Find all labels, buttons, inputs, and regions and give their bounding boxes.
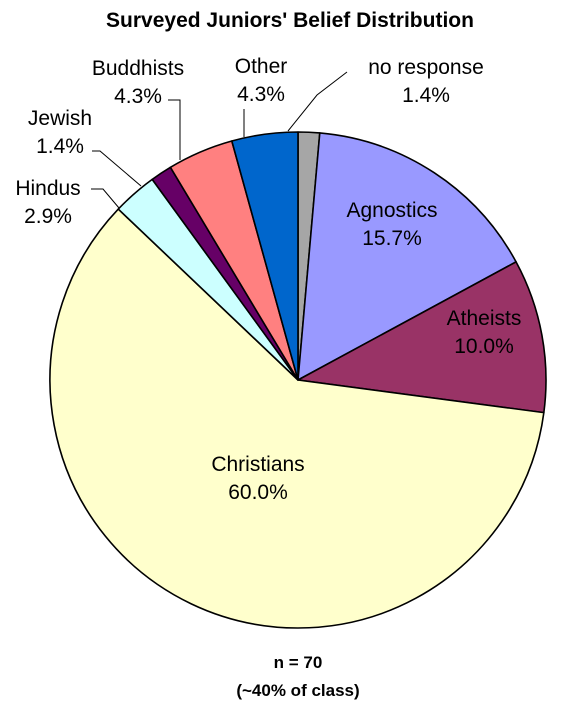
slice-atheists xyxy=(297,261,547,414)
slice-agnostics xyxy=(297,132,517,381)
slice-label-atheists: Atheists xyxy=(447,307,522,330)
pie-slices xyxy=(49,131,547,629)
slice-other xyxy=(231,131,299,381)
slice-label-buddhists: Buddhists xyxy=(92,57,184,80)
slice-value-other: 4.3% xyxy=(237,83,285,106)
slice-value-agnostics: 15.7% xyxy=(362,227,422,250)
slice-label-jewish: Jewish xyxy=(28,107,92,130)
slice-value-atheists: 10.0% xyxy=(454,335,514,358)
slice-christians xyxy=(49,208,545,629)
leader-line-no-response xyxy=(287,71,348,132)
slice-label-christians: Christians xyxy=(211,453,304,476)
slice-label-hindus: Hindus xyxy=(15,177,80,200)
slice-value-hindus: 2.9% xyxy=(24,205,72,228)
slice-value-buddhists: 4.3% xyxy=(114,85,162,108)
slice-labels: no response 1.4% Agnostics 15.7% Atheists 10.… xyxy=(15,55,521,504)
slice-label-agnostics: Agnostics xyxy=(346,199,437,222)
sample-size-note: n = 70 xyxy=(274,653,323,672)
leader-lines xyxy=(91,71,348,209)
leader-line-jewish xyxy=(92,150,142,187)
chart-title: Surveyed Juniors' Belief Distribution xyxy=(106,9,474,32)
slice-label-no-response: no response xyxy=(368,56,484,79)
class-share-note: (~40% of class) xyxy=(236,681,359,700)
slice-value-no-response: 1.4% xyxy=(402,84,450,107)
leader-line-buddhists xyxy=(168,99,181,160)
leader-line-hindus xyxy=(91,188,120,209)
slice-value-jewish: 1.4% xyxy=(36,135,84,158)
slice-label-other: Other xyxy=(235,55,288,78)
slice-value-christians: 60.0% xyxy=(228,481,288,504)
